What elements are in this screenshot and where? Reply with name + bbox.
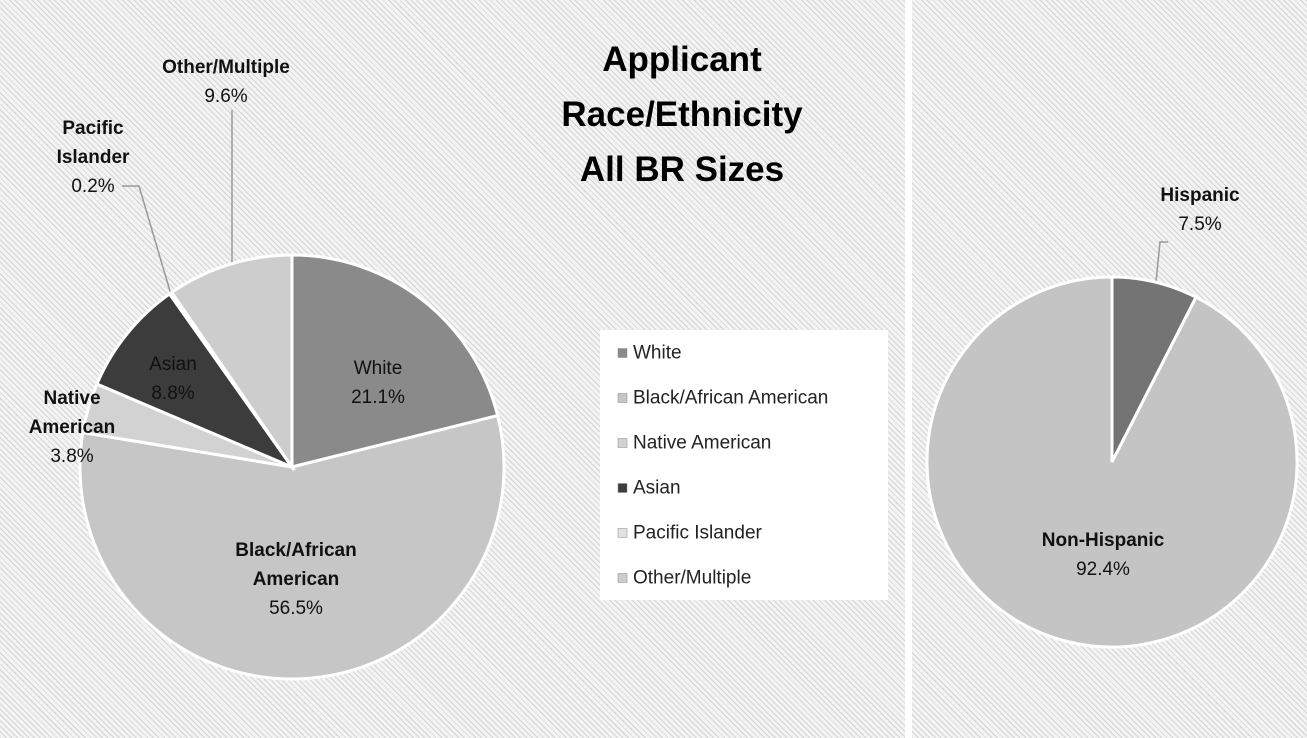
legend-swatch — [617, 528, 628, 538]
data-label: Asian 8.8% — [123, 350, 223, 408]
label-value: 56.5% — [269, 598, 323, 619]
pie-slice — [169, 253, 294, 472]
pie-slice — [78, 413, 506, 681]
data-label: Black/African American 56.5% — [196, 536, 396, 623]
label-name: Black/African American — [235, 540, 357, 590]
label-value: 21.1% — [351, 387, 405, 408]
legend-label: Pacific Islander — [633, 523, 763, 544]
data-label: Native American 3.8% — [17, 384, 127, 471]
label-name: Native American — [28, 388, 116, 438]
data-label: Non-Hispanic 92.4% — [1003, 526, 1203, 584]
chart-title: Applicant Race/Ethnicity All BR Sizes — [561, 32, 802, 197]
title-line: Applicant — [602, 40, 762, 79]
label-name: Non-Hispanic — [1041, 530, 1165, 551]
leader-line — [122, 185, 173, 299]
label-name: Asian — [149, 354, 197, 375]
pie-slice — [925, 275, 1299, 649]
data-label: Other/Multiple 9.6% — [126, 53, 326, 111]
legend-swatch — [617, 348, 628, 358]
pie-slice — [290, 253, 500, 469]
label-value: 3.8% — [50, 446, 94, 467]
label-value: 0.2% — [71, 176, 115, 197]
pie-slice — [94, 291, 297, 471]
label-name: Pacific Islander — [56, 118, 130, 168]
label-name: White — [353, 358, 403, 379]
legend-label: Black/African American — [633, 388, 828, 409]
leader-line — [1155, 241, 1168, 283]
legend-swatch — [617, 573, 628, 583]
data-label: Pacific Islander 0.2% — [38, 114, 148, 201]
title-line: Race/Ethnicity — [561, 95, 803, 134]
legend-label: Asian — [633, 478, 681, 499]
label-name: Other/Multiple — [162, 57, 290, 78]
title-line: All BR Sizes — [579, 150, 785, 189]
label-value: 9.6% — [204, 86, 248, 107]
label-value: 92.4% — [1076, 559, 1130, 580]
data-label: Hispanic 7.5% — [1140, 181, 1260, 239]
legend-swatch — [617, 438, 628, 448]
data-label: White 21.1% — [318, 354, 438, 412]
legend-label: White — [633, 343, 682, 364]
label-name: Hispanic — [1160, 185, 1240, 206]
legend-box — [600, 330, 888, 600]
label-value: 7.5% — [1178, 214, 1222, 235]
legend-swatch — [617, 483, 628, 493]
leader-lines — [122, 110, 1168, 299]
legend-label: Native American — [633, 433, 771, 454]
legend-swatch — [617, 393, 628, 403]
label-value: 8.8% — [151, 383, 195, 404]
legend-label: Other/Multiple — [633, 568, 751, 589]
